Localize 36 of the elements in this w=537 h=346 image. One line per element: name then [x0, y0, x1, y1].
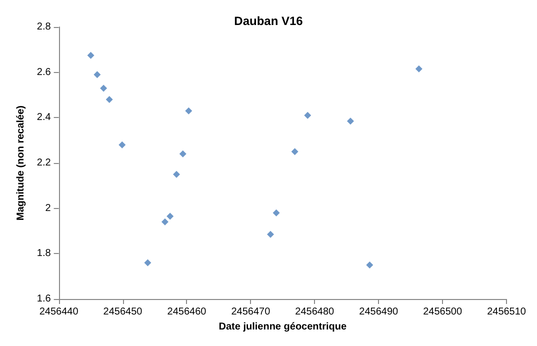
point: [291, 148, 298, 156]
x-tick-label: 2456490: [359, 306, 399, 318]
x-tick-label: 2456450: [103, 306, 143, 318]
y-tick-label: 1.8: [36, 248, 52, 260]
x-tick-label: 2456470: [231, 306, 271, 318]
point: [304, 112, 312, 119]
y-tick-label: 2.2: [36, 158, 52, 168]
point: [118, 141, 126, 148]
y-tick-label: 2.8: [36, 22, 52, 32]
point: [415, 65, 422, 72]
x-tick-label: 2456460: [167, 306, 207, 318]
point: [267, 230, 274, 238]
x-axis-title: Date julienne géocentrique: [218, 321, 348, 332]
point: [161, 218, 168, 226]
point: [272, 209, 280, 216]
point: [94, 71, 101, 78]
x-tick-label: 2456480: [295, 306, 335, 318]
point: [87, 52, 94, 59]
chart-title: Dauban V16: [234, 14, 304, 28]
point: [144, 259, 152, 266]
y-tick-label: 2: [45, 202, 52, 214]
point: [172, 170, 180, 178]
point: [185, 107, 192, 114]
y-tick-label: 1.6: [36, 294, 52, 304]
y-tick-label: 2.4: [36, 112, 52, 124]
point: [179, 150, 186, 158]
x-tick-label: 2456500: [423, 306, 462, 318]
y-tick-label: 2.6: [36, 66, 52, 78]
y-axis-title: Magnitude (non recalée): [16, 105, 26, 221]
x-tick-label: 2456440: [39, 306, 79, 318]
point: [100, 84, 108, 92]
point: [366, 262, 374, 268]
x-tick-label: 2456510: [487, 306, 526, 318]
point: [346, 118, 354, 125]
point: [166, 212, 174, 220]
point: [106, 96, 113, 104]
